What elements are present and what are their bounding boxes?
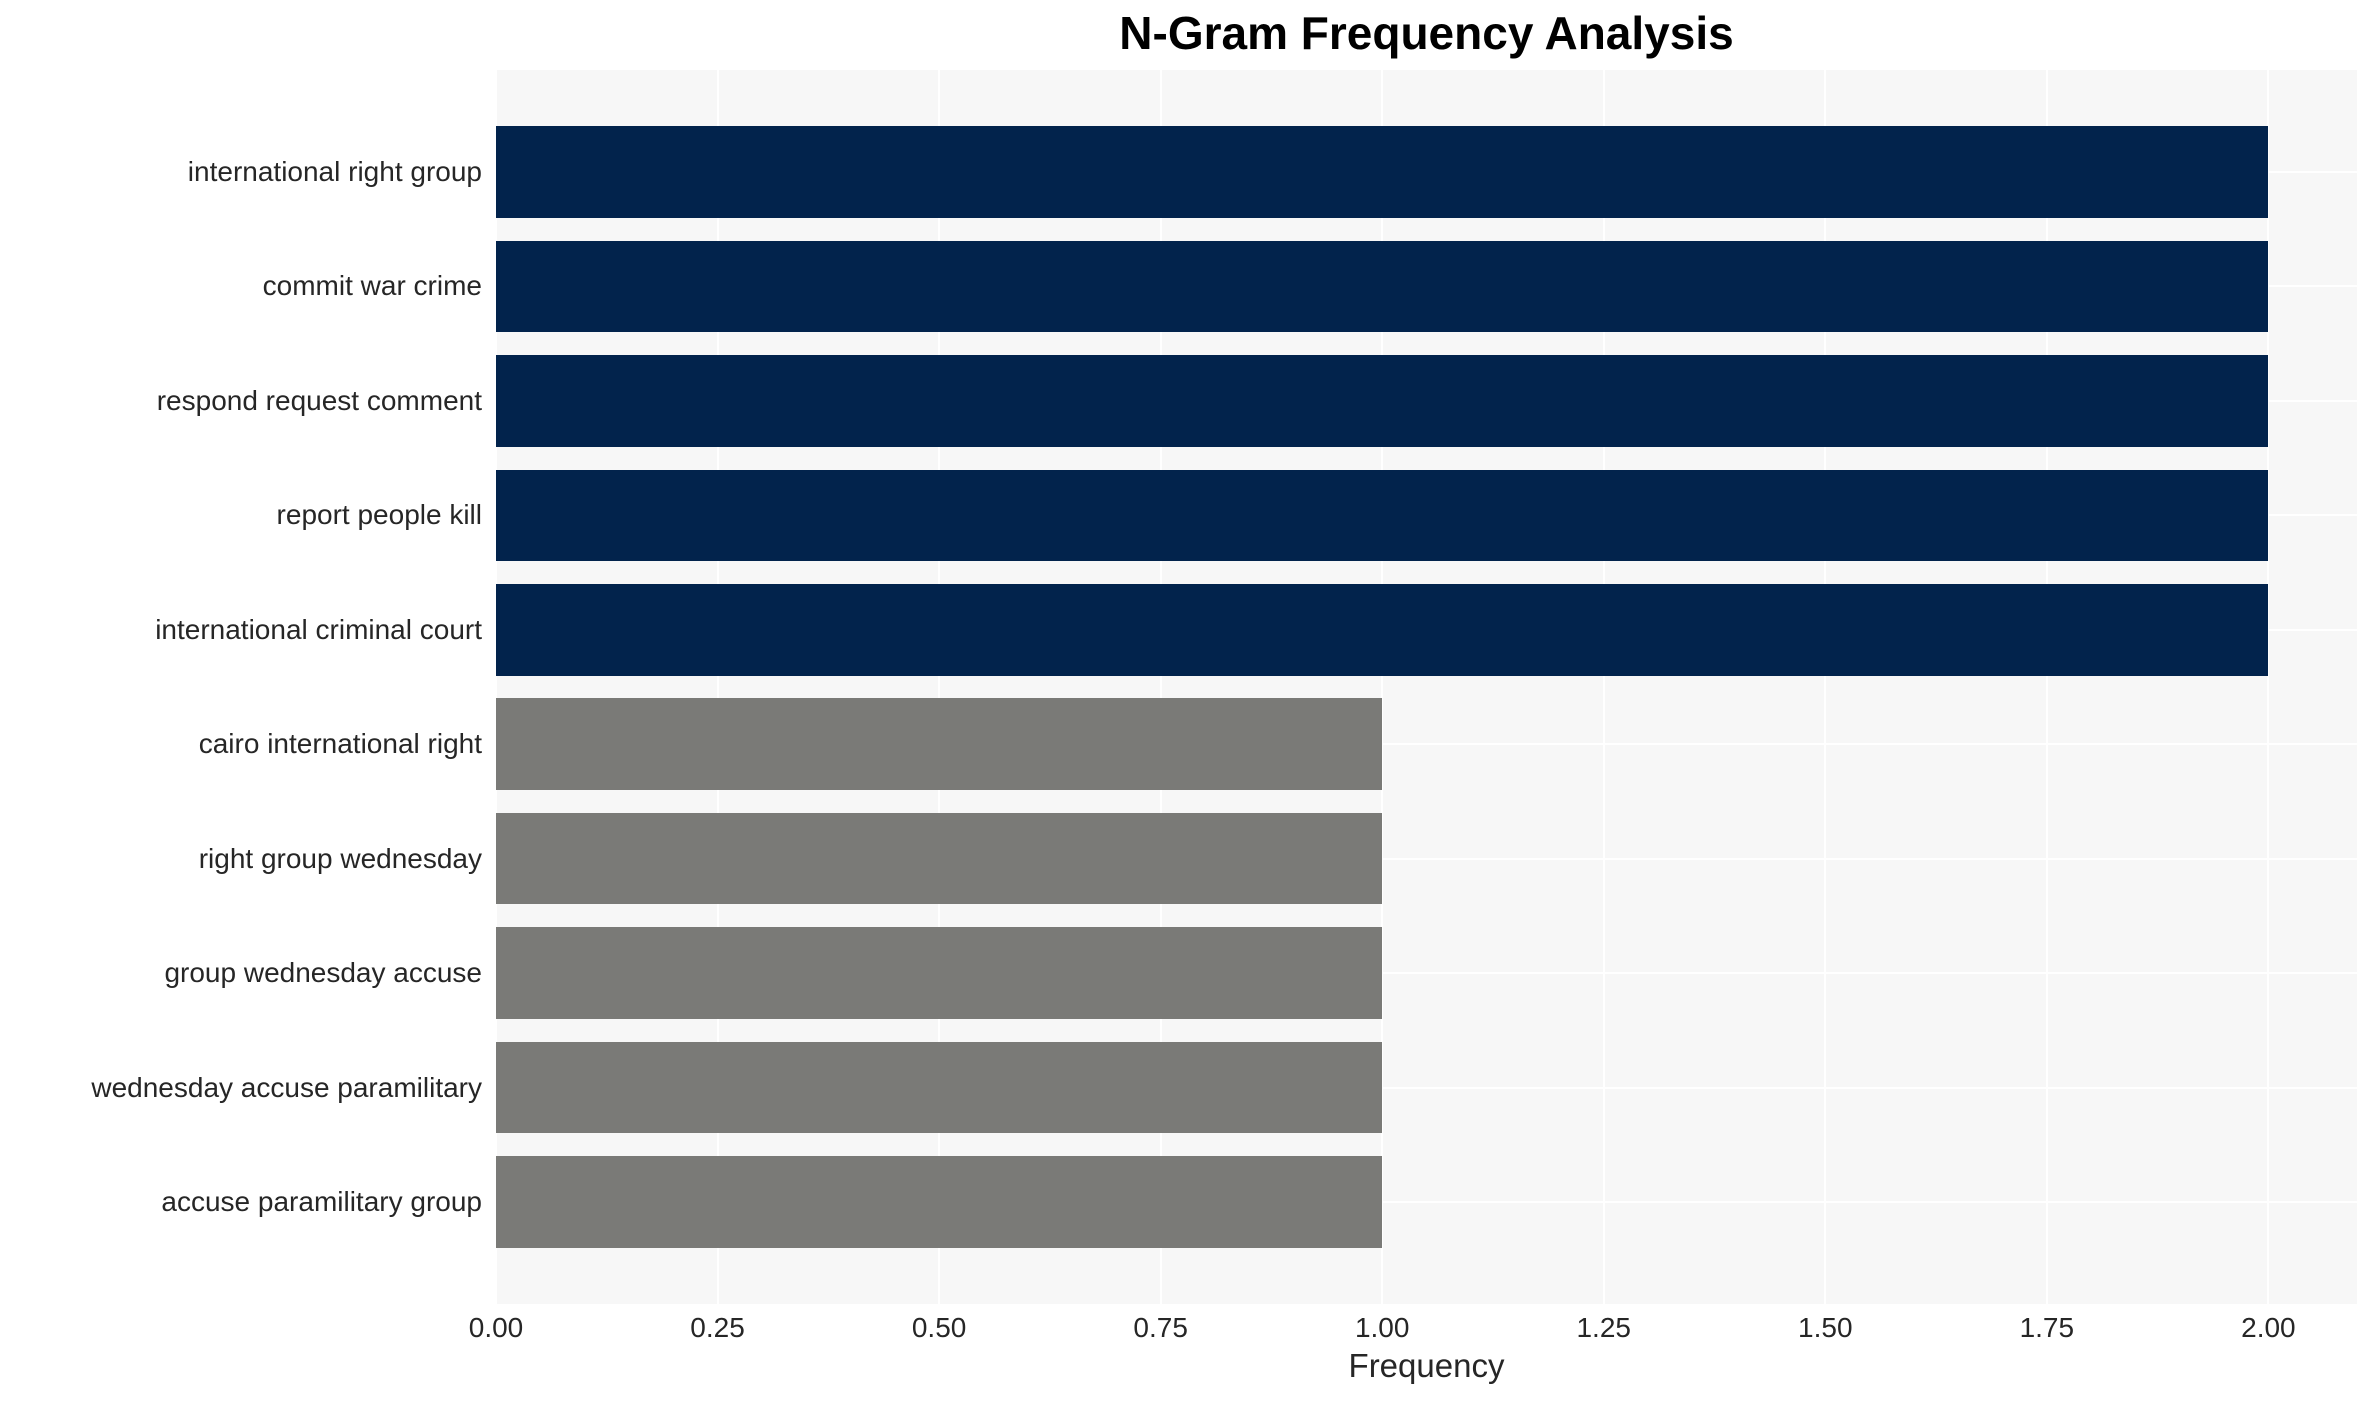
gridline-horizontal xyxy=(496,857,2357,860)
y-tick-label: right group wednesday xyxy=(198,842,482,874)
y-tick-label: international criminal court xyxy=(155,613,482,645)
y-tick-label: group wednesday accuse xyxy=(164,957,482,989)
x-tick-label: 0.50 xyxy=(911,1312,967,1343)
gridline-vertical xyxy=(2045,70,2048,1304)
x-tick-label: 1.00 xyxy=(1354,1312,1410,1343)
y-tick-label: wednesday accuse paramilitary xyxy=(91,1071,482,1103)
bar xyxy=(496,469,2269,562)
bar xyxy=(496,126,2269,218)
gridline-vertical xyxy=(1602,70,1605,1304)
gridline-vertical xyxy=(1381,70,1384,1304)
y-tick-label: report people kill xyxy=(276,499,482,531)
y-tick-label: commit war crime xyxy=(262,270,482,302)
y-tick-label: international right group xyxy=(187,155,482,187)
gridline-horizontal xyxy=(496,1201,2357,1204)
bar xyxy=(496,583,2269,676)
x-tick-label: 0.75 xyxy=(1133,1312,1188,1343)
bar xyxy=(496,812,1383,905)
chart-title: N-Gram Frequency Analysis xyxy=(1119,7,1734,59)
bar xyxy=(496,240,2269,333)
bar xyxy=(496,927,1383,1019)
gridline-vertical xyxy=(938,70,941,1304)
gridline-vertical xyxy=(716,70,719,1304)
y-tick-label: respond request comment xyxy=(156,384,482,416)
x-axis-title: Frequency xyxy=(1348,1347,1505,1384)
bar xyxy=(496,355,2269,447)
gridline-vertical xyxy=(1159,70,1162,1304)
x-tick-label: 1.50 xyxy=(1798,1312,1853,1343)
y-tick-label: accuse paramilitary group xyxy=(161,1186,482,1218)
y-tick-label: cairo international right xyxy=(198,728,482,760)
bar xyxy=(496,1041,1383,1134)
x-tick-label: 0.25 xyxy=(690,1312,745,1343)
x-tick-label: 0.00 xyxy=(468,1312,524,1343)
x-tick-label: 1.25 xyxy=(1576,1312,1631,1343)
bar xyxy=(496,1156,1383,1248)
gridline-horizontal xyxy=(496,1086,2357,1089)
gridline-vertical xyxy=(2267,70,2270,1304)
gridline-vertical xyxy=(1824,70,1827,1304)
plot-area xyxy=(496,70,2357,1304)
bar xyxy=(496,698,1383,790)
gridline-horizontal xyxy=(496,972,2357,975)
x-tick-label: 1.75 xyxy=(2019,1312,2075,1343)
gridline-horizontal xyxy=(496,743,2357,746)
x-tick-label: 2.00 xyxy=(2241,1312,2296,1343)
gridline-vertical xyxy=(496,70,497,1304)
